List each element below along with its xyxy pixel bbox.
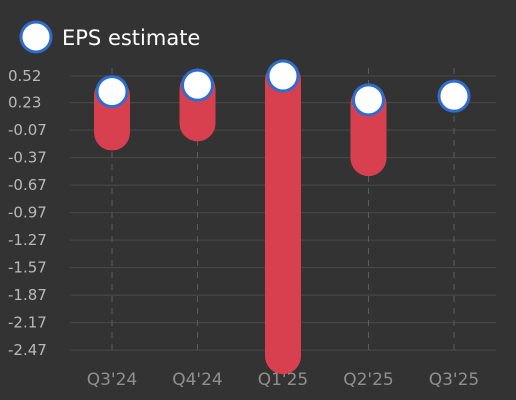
x-axis-category-labels: Q3'24 Q4'24 Q1'25 Q2'25 Q3'25 [87, 370, 480, 390]
x-tick-label: Q3'24 [87, 370, 138, 390]
y-tick-label: 0.52 [8, 67, 41, 85]
y-tick-label: -1.57 [8, 259, 47, 277]
eps-estimate-point [437, 79, 471, 113]
legend-marker-eps-estimate [19, 20, 53, 54]
x-tick-label: Q1'25 [258, 370, 309, 390]
y-tick-label: -2.17 [8, 314, 47, 332]
eps-estimate-point [181, 68, 214, 102]
y-tick-label: -1.87 [8, 286, 47, 304]
y-tick-label: -1.27 [8, 231, 47, 249]
range-bars [94, 62, 387, 375]
y-tick-label: 0.23 [8, 94, 41, 112]
legend: EPS estimate [19, 20, 200, 54]
x-tick-label: Q2'25 [343, 370, 394, 390]
eps-estimate-point [95, 75, 129, 109]
y-tick-label: -0.37 [8, 149, 47, 167]
legend-label-eps-estimate: EPS estimate [62, 26, 200, 50]
x-tick-label: Q4'24 [172, 370, 223, 390]
y-tick-label: -2.47 [8, 341, 47, 359]
eps-estimate-point [352, 83, 385, 117]
y-tick-label: -0.97 [8, 204, 47, 222]
y-tick-label: -0.67 [8, 176, 47, 194]
eps-estimate-point [266, 59, 300, 93]
y-axis-tick-labels: 0.52 0.23 -0.07 -0.37 -0.67 -0.97 -1.27 -1.57 -1… [8, 67, 47, 359]
eps-estimate-markers [95, 59, 471, 117]
range-bar [265, 62, 301, 375]
x-tick-label: Q3'25 [429, 370, 480, 390]
y-tick-label: -0.07 [8, 121, 47, 139]
